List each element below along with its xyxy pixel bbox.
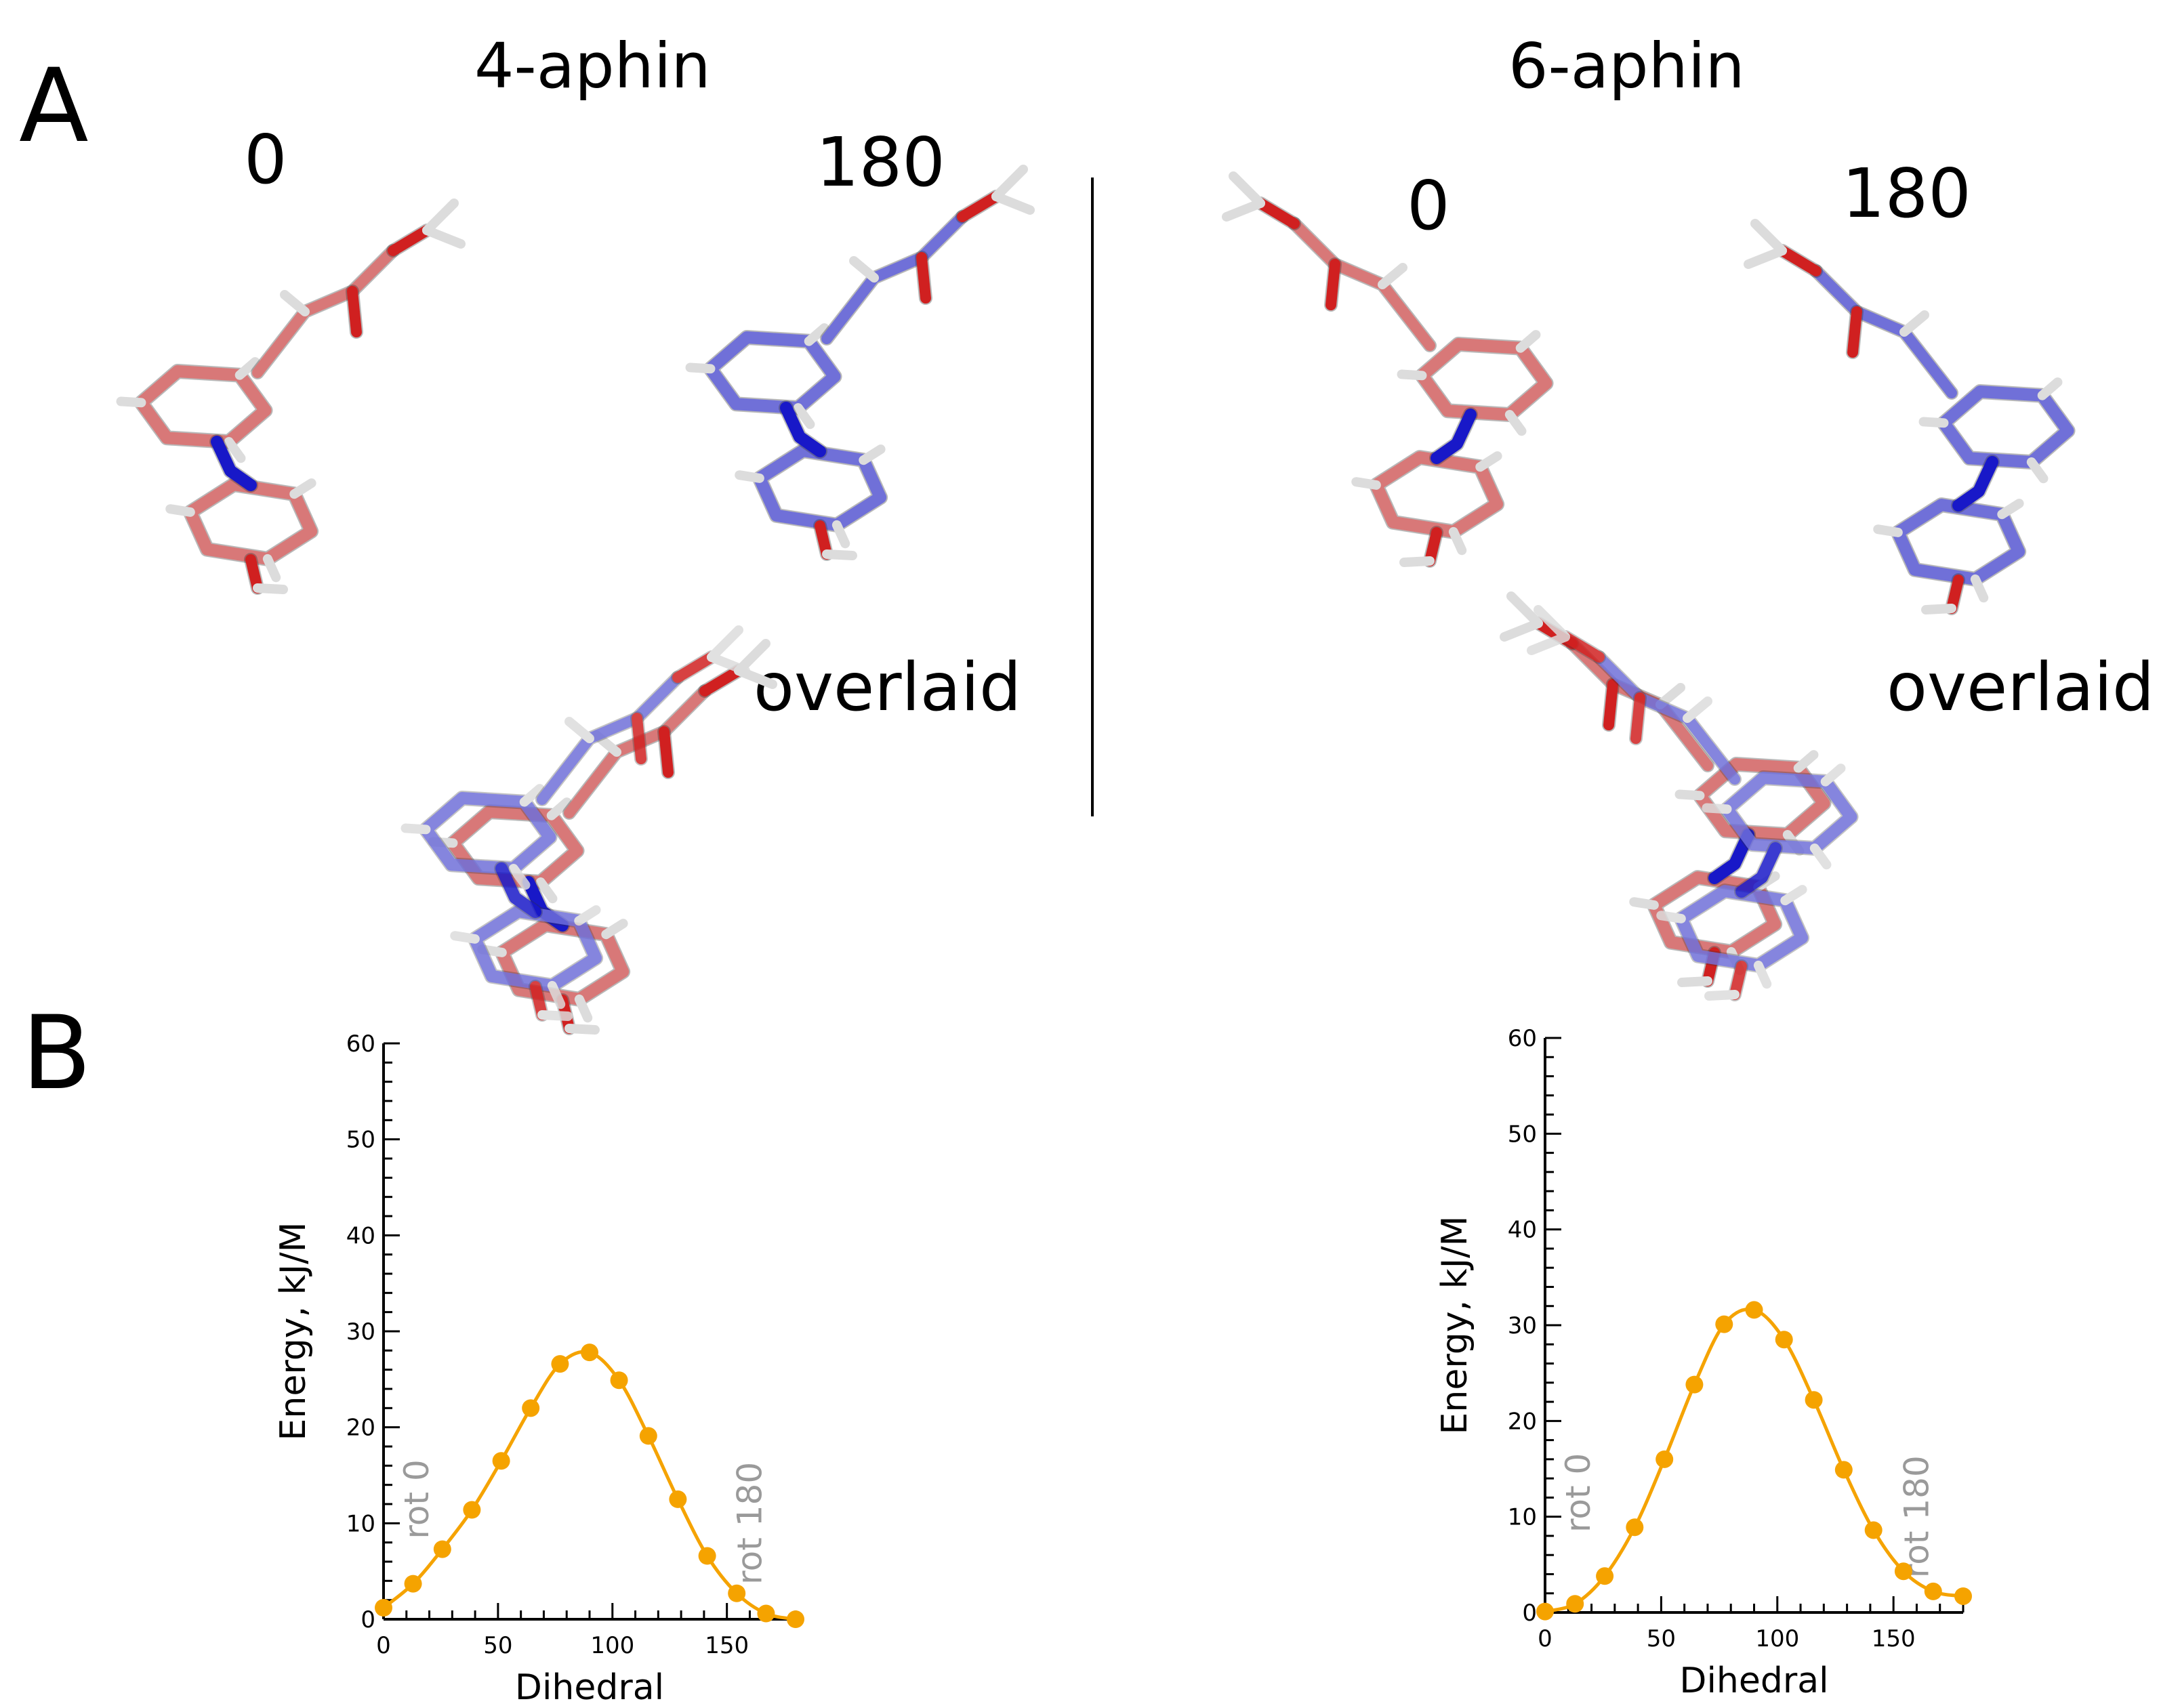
molecule-title-4-aphin: 4-aphin <box>474 30 711 102</box>
x-tick-label: 100 <box>590 1632 634 1659</box>
molecule-6-aphin-overlaid-pink <box>1500 591 1832 988</box>
panel-label-a: A <box>19 47 89 165</box>
data-point <box>463 1501 481 1519</box>
y-tick-label: 30 <box>346 1318 375 1346</box>
annotation-rot-0: rot 0 <box>397 1459 436 1539</box>
data-point <box>1805 1391 1823 1409</box>
data-point <box>1894 1562 1912 1581</box>
x-axis-label: Dihedral <box>515 1667 664 1708</box>
data-point <box>1536 1602 1554 1621</box>
y-axis-label: Energy, kJ/M <box>1435 1216 1475 1435</box>
annotation-rot-180: rot 180 <box>730 1462 769 1585</box>
data-point <box>1596 1567 1614 1585</box>
annotation-rot-0: rot 0 <box>1559 1453 1598 1533</box>
energy-chart-4-aphin: 0 10 20 30 40 50 60 0 50 100 150 Dihedral Energy, kJ… <box>273 1030 804 1708</box>
data-point <box>1626 1518 1644 1537</box>
data-point <box>1715 1315 1733 1333</box>
molecule-4-aphin-overlaid-blue <box>400 625 750 1022</box>
y-tick-label: 50 <box>346 1127 375 1154</box>
y-tick-label: 50 <box>1508 1121 1537 1148</box>
rotamer-label-180-right: 180 <box>1842 154 1971 233</box>
data-point <box>1775 1331 1793 1349</box>
data-point <box>610 1371 628 1390</box>
x-tick-label: 50 <box>483 1632 512 1659</box>
rotamer-label-0-left: 0 <box>244 120 287 199</box>
y-tick-label: 20 <box>346 1415 375 1442</box>
x-axis-label: Dihedral <box>1679 1661 1828 1701</box>
data-point <box>639 1427 657 1445</box>
data-point <box>1924 1582 1942 1600</box>
x-tick-label: 100 <box>1755 1625 1799 1652</box>
data-point <box>787 1610 804 1628</box>
x-tick-label: 150 <box>705 1632 749 1659</box>
data-point <box>375 1599 392 1617</box>
y-tick-label: 10 <box>1508 1504 1537 1531</box>
data-point <box>492 1452 510 1470</box>
x-tick-label: 0 <box>376 1632 391 1659</box>
data-point <box>551 1355 569 1373</box>
molecule-6-aphin-rot0 <box>1222 171 1554 568</box>
annotation-rot-180: rot 180 <box>1897 1455 1937 1578</box>
x-tick-label: 0 <box>1538 1625 1552 1652</box>
molecule-6-aphin-rot180 <box>1744 219 2076 615</box>
y-tick-label: 0 <box>1522 1600 1537 1627</box>
y-tick-label: 40 <box>346 1222 375 1249</box>
panel-label-b: B <box>22 995 91 1112</box>
data-point <box>1834 1461 1853 1479</box>
y-tick-label: 30 <box>1508 1312 1537 1339</box>
molecule-6-aphin-overlaid-blue <box>1527 605 1859 1001</box>
rotamer-label-0-right: 0 <box>1407 166 1450 245</box>
x-tick-label: 50 <box>1647 1625 1676 1652</box>
data-point <box>1655 1450 1674 1468</box>
data-point <box>728 1584 746 1602</box>
overlaid-label-right: overlaid <box>1887 649 2155 726</box>
data-point <box>522 1399 540 1417</box>
overlaid-label-left: overlaid <box>754 649 1022 726</box>
rotamer-label-180-left: 180 <box>816 123 945 202</box>
y-tick-label: 10 <box>346 1510 375 1537</box>
data-point <box>1954 1587 1972 1605</box>
data-point <box>433 1540 451 1558</box>
data-point <box>669 1490 687 1508</box>
data-point <box>757 1604 775 1623</box>
y-tick-label: 40 <box>1508 1217 1537 1244</box>
data-point <box>404 1575 422 1593</box>
data-point <box>698 1547 716 1565</box>
y-tick-label: 0 <box>361 1606 375 1633</box>
molecule-4-aphin-rot180 <box>685 165 1035 561</box>
data-point <box>1745 1301 1763 1319</box>
data-point <box>1566 1595 1584 1613</box>
molecule-title-6-aphin: 6-aphin <box>1508 30 1745 102</box>
data-point <box>581 1344 598 1362</box>
data-point <box>1864 1521 1883 1539</box>
data-point <box>1685 1375 1704 1394</box>
y-tick-label: 60 <box>1508 1025 1537 1052</box>
energy-chart-6-aphin: 0 10 20 30 40 50 60 0 50 100 150 Dihedral Energy, kJ… <box>1435 1025 1972 1701</box>
y-tick-label: 60 <box>346 1030 375 1058</box>
x-tick-label: 150 <box>1872 1625 1916 1652</box>
molecule-4-aphin-rot0 <box>116 199 466 595</box>
y-tick-label: 20 <box>1508 1408 1537 1435</box>
y-axis-label: Energy, kJ/M <box>273 1222 314 1441</box>
